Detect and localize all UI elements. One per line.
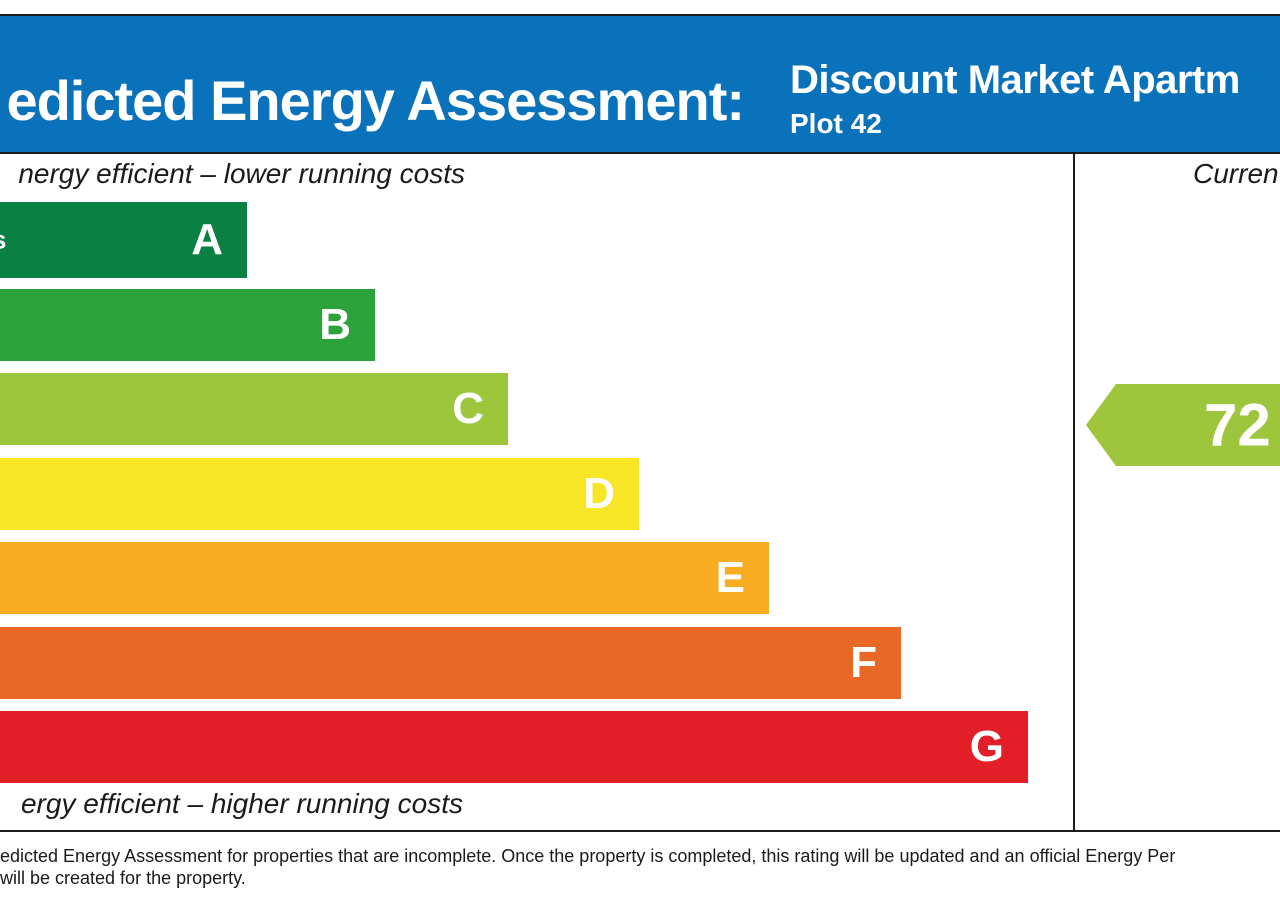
band-a: sA — [0, 202, 247, 278]
band-f: F — [0, 627, 901, 699]
current-rating-arrow: 72 — [1086, 384, 1280, 466]
inefficient-note: ergy efficient – higher running costs — [20, 788, 463, 819]
current-column-label: Curren — [1193, 158, 1279, 189]
efficient-note: nergy efficient – lower running costs — [18, 158, 465, 189]
chart-bottom-rule — [0, 830, 1280, 832]
band-range: s — [0, 225, 6, 256]
header-banner: edicted Energy Assessment: Discount Mark… — [0, 14, 1280, 154]
band-letter: G — [969, 722, 1004, 771]
column-divider — [1073, 152, 1075, 832]
property-name: Discount Market Apartm — [790, 58, 1240, 102]
band-letter: D — [583, 469, 615, 518]
band-b: B — [0, 289, 375, 361]
current-rating-value: 72 — [1204, 391, 1271, 459]
band-letter: A — [191, 215, 223, 264]
footer-line-2: will be created for the property. — [0, 868, 246, 888]
band-e: E — [0, 542, 769, 614]
band-d: D — [0, 458, 639, 530]
footer-disclaimer: edicted Energy Assessment for properties… — [0, 845, 1280, 889]
band-g: G — [0, 711, 1028, 783]
band-letter: F — [850, 638, 877, 687]
page-title: edicted Energy Assessment: — [6, 69, 745, 132]
band-letter: E — [715, 553, 745, 602]
plot-number: Plot 42 — [790, 108, 882, 139]
band-c: C — [0, 373, 508, 445]
footer-line-1: edicted Energy Assessment for properties… — [0, 846, 1176, 866]
band-letter: C — [452, 384, 484, 433]
band-letter: B — [319, 300, 351, 349]
